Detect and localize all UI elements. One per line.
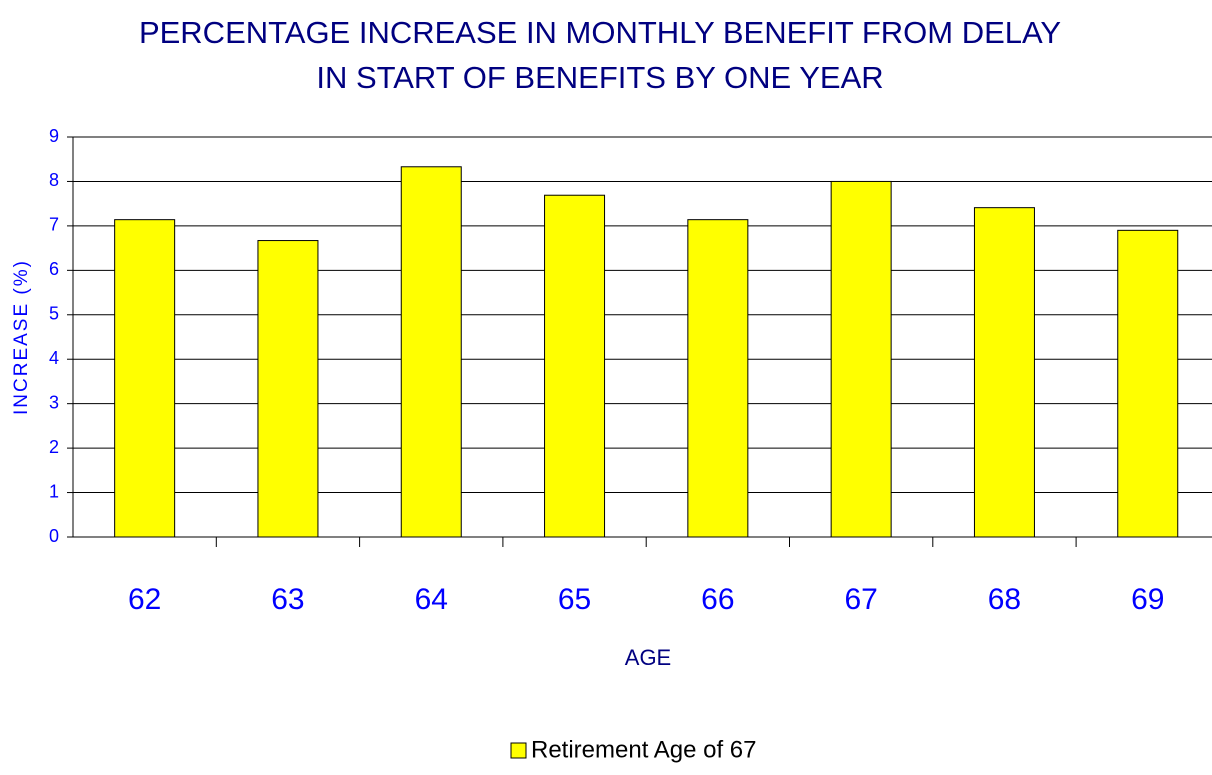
y-tick-label: 6: [49, 259, 59, 279]
x-tick-label: 64: [415, 583, 448, 616]
y-tick-label: 8: [49, 170, 59, 190]
bar: [257, 240, 319, 538]
x-tick-label: 63: [271, 583, 304, 616]
x-tick-label: 65: [558, 583, 591, 616]
legend-label: Retirement Age of 67: [531, 736, 756, 763]
x-axis-label: AGE: [625, 645, 671, 670]
x-tick-label: 62: [128, 583, 161, 616]
y-tick-label: 9: [49, 126, 59, 146]
y-tick-label: 5: [49, 304, 59, 324]
y-tick-label: 3: [49, 392, 59, 412]
bar: [973, 207, 1035, 538]
chart-title: IN START OF BENEFITS BY ONE YEAR: [316, 60, 883, 95]
y-tick-label: 4: [49, 348, 59, 368]
bar: [1117, 229, 1179, 538]
y-tick-label: 0: [49, 526, 59, 546]
y-tick-label: 2: [49, 437, 59, 457]
legend-swatch: [510, 742, 527, 759]
x-tick-label: 66: [701, 583, 734, 616]
chart-title: PERCENTAGE INCREASE IN MONTHLY BENEFIT F…: [139, 15, 1061, 50]
bar: [544, 194, 606, 538]
x-tick-label: 68: [988, 583, 1021, 616]
y-tick-label: 1: [49, 481, 59, 501]
bar: [687, 219, 749, 538]
x-tick-label: 69: [1131, 583, 1164, 616]
y-tick-label: 7: [49, 215, 59, 235]
y-axis-label: INCREASE (%): [11, 259, 32, 415]
bar: [400, 166, 462, 538]
x-tick-label: 67: [844, 583, 877, 616]
bar: [114, 219, 176, 538]
bar: [830, 180, 892, 538]
